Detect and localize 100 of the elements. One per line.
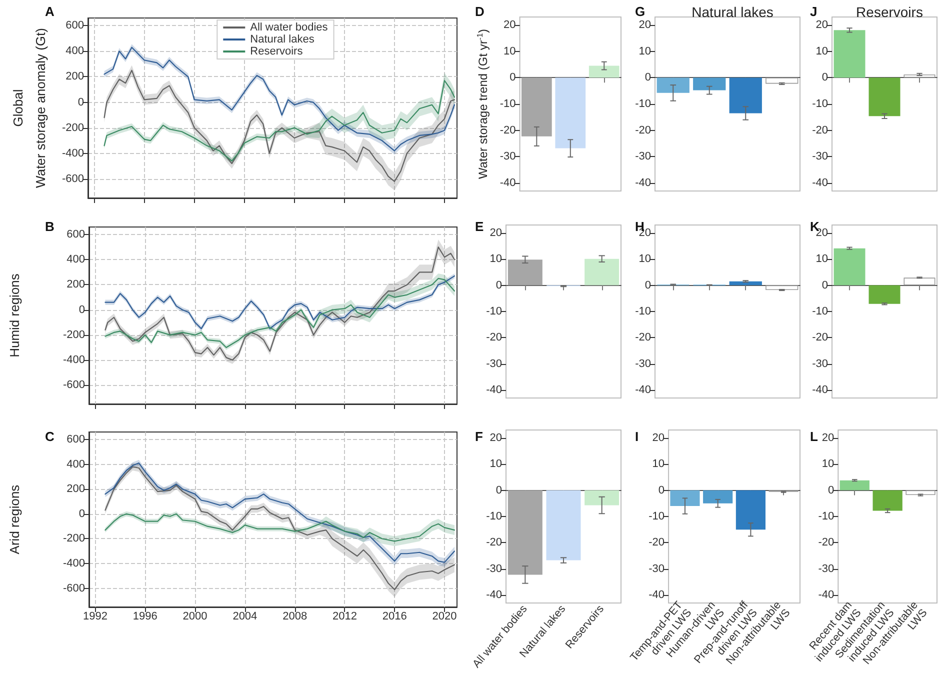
- y-tick-label: -20: [486, 332, 502, 344]
- x-tick-label: 2000: [182, 610, 208, 622]
- y-tick-label: -40: [812, 177, 828, 190]
- y-tick-label: -10: [635, 306, 651, 318]
- x-tick-label: 2004: [232, 610, 258, 622]
- y-tick-label: -20: [500, 124, 516, 136]
- y-tick-label: -40: [635, 177, 651, 190]
- chart-title: C: [45, 429, 55, 444]
- chart-title: L: [810, 429, 818, 444]
- y-tick-label: -10: [486, 510, 502, 522]
- x-tick-label: 2008: [282, 610, 308, 622]
- y-tick-label: 10: [822, 458, 834, 470]
- y-axis-title: Water storage anomaly (Gt): [33, 28, 48, 188]
- line-series: [104, 513, 456, 542]
- y-tick-label: -10: [500, 98, 516, 110]
- x-tick-label: 2012: [332, 610, 357, 622]
- chart-title: E: [475, 219, 484, 234]
- y-tick-label: -200: [62, 122, 84, 134]
- y-tick-label: -30: [500, 150, 516, 163]
- y-tick-label: 400: [66, 45, 84, 58]
- legend-label: Natural lakes: [250, 34, 315, 46]
- y-tick-label: 10: [638, 253, 651, 266]
- y-tick-label: 10: [816, 45, 828, 58]
- y-tick-label: 0: [658, 484, 665, 496]
- y-tick-label: -40: [648, 589, 665, 602]
- y-tick-label: -400: [62, 558, 85, 570]
- y-tick-label: 10: [490, 253, 502, 266]
- y-tick-label: -30: [818, 562, 834, 575]
- text: Global: [10, 89, 26, 127]
- y-tick-label: 0: [78, 304, 85, 316]
- y-tick-label: -10: [812, 306, 828, 318]
- y-tick-label: 20: [816, 18, 828, 31]
- y-tick-label: 10: [638, 45, 651, 58]
- y-tick-label: 10: [490, 458, 502, 470]
- y-tick-label: 10: [652, 458, 665, 470]
- bar: [584, 258, 620, 286]
- x-tick-label: 1992: [82, 610, 108, 622]
- y-tick-label: -600: [62, 172, 84, 185]
- y-tick-label: 20: [504, 18, 516, 31]
- y-tick-label: -20: [818, 536, 834, 549]
- chart-subtitle: Reservoirs: [856, 4, 923, 20]
- x-tick-label: 2016: [382, 610, 407, 622]
- bar: [508, 260, 542, 286]
- x-tick-label: 1996: [132, 610, 158, 622]
- chart-title: F: [475, 429, 483, 444]
- y-tick-label: -200: [62, 328, 85, 341]
- y-tick-label: -30: [635, 358, 651, 370]
- y-tick-label: 0: [496, 484, 502, 496]
- y-tick-label: -600: [62, 582, 85, 594]
- chart-title: B: [45, 219, 54, 234]
- chart-title: D: [475, 4, 484, 19]
- y-tick-label: 0: [644, 72, 651, 84]
- y-tick-label: -10: [486, 306, 502, 318]
- y-tick-label: -40: [818, 589, 834, 602]
- chart-title: J: [810, 4, 818, 19]
- y-tick-label: -10: [635, 98, 651, 110]
- chart-subtitle: Natural lakes: [692, 4, 774, 20]
- y-tick-label: -600: [62, 379, 85, 392]
- chart-title: G: [635, 4, 646, 19]
- legend-label: All water bodies: [250, 22, 328, 34]
- chart-title: I: [635, 429, 639, 444]
- y-tick-label: -30: [812, 150, 828, 163]
- y-tick-label: 10: [816, 253, 828, 266]
- chart-title: A: [45, 4, 55, 19]
- y-tick-label: 0: [822, 279, 828, 292]
- y-tick-label: -30: [635, 150, 651, 163]
- y-tick-label: 20: [638, 18, 651, 31]
- y-tick-label: -20: [812, 332, 828, 344]
- y-tick-label: -40: [812, 384, 828, 396]
- y-tick-label: 200: [66, 278, 85, 291]
- y-tick-label: 0: [828, 484, 834, 496]
- y-tick-label: -200: [62, 532, 85, 545]
- y-tick-label: 400: [66, 254, 85, 266]
- y-tick-label: 20: [490, 432, 502, 444]
- y-tick-label: 0: [822, 72, 828, 84]
- y-tick-label: -20: [635, 124, 651, 136]
- y-axis-title: Arid regions: [7, 484, 22, 554]
- y-tick-label: 20: [490, 226, 502, 239]
- x-tick-label: 2020: [432, 610, 457, 622]
- y-tick-label: -10: [648, 510, 665, 522]
- bar: [904, 278, 936, 286]
- y-tick-label: 600: [66, 433, 85, 446]
- y-tick-label: -30: [486, 358, 502, 370]
- y-tick-label: -40: [486, 589, 502, 602]
- y-tick-label: -20: [812, 124, 828, 136]
- y-tick-label: -30: [812, 358, 828, 370]
- legend-label: Reservoirs: [250, 46, 304, 58]
- bar: [834, 248, 866, 286]
- y-tick-label: 0: [496, 279, 502, 292]
- y-tick-label: 10: [504, 45, 516, 58]
- y-tick-label: 200: [66, 483, 85, 496]
- y-tick-label: -10: [818, 510, 834, 522]
- y-tick-label: 200: [66, 70, 84, 83]
- y-tick-label: -20: [648, 536, 665, 549]
- bar: [868, 285, 900, 304]
- y-tick-label: 600: [66, 228, 85, 241]
- y-tick-label: -400: [62, 147, 84, 160]
- bar: [834, 30, 866, 78]
- y-tick-label: 400: [66, 458, 85, 470]
- y-tick-label: 0: [78, 96, 84, 108]
